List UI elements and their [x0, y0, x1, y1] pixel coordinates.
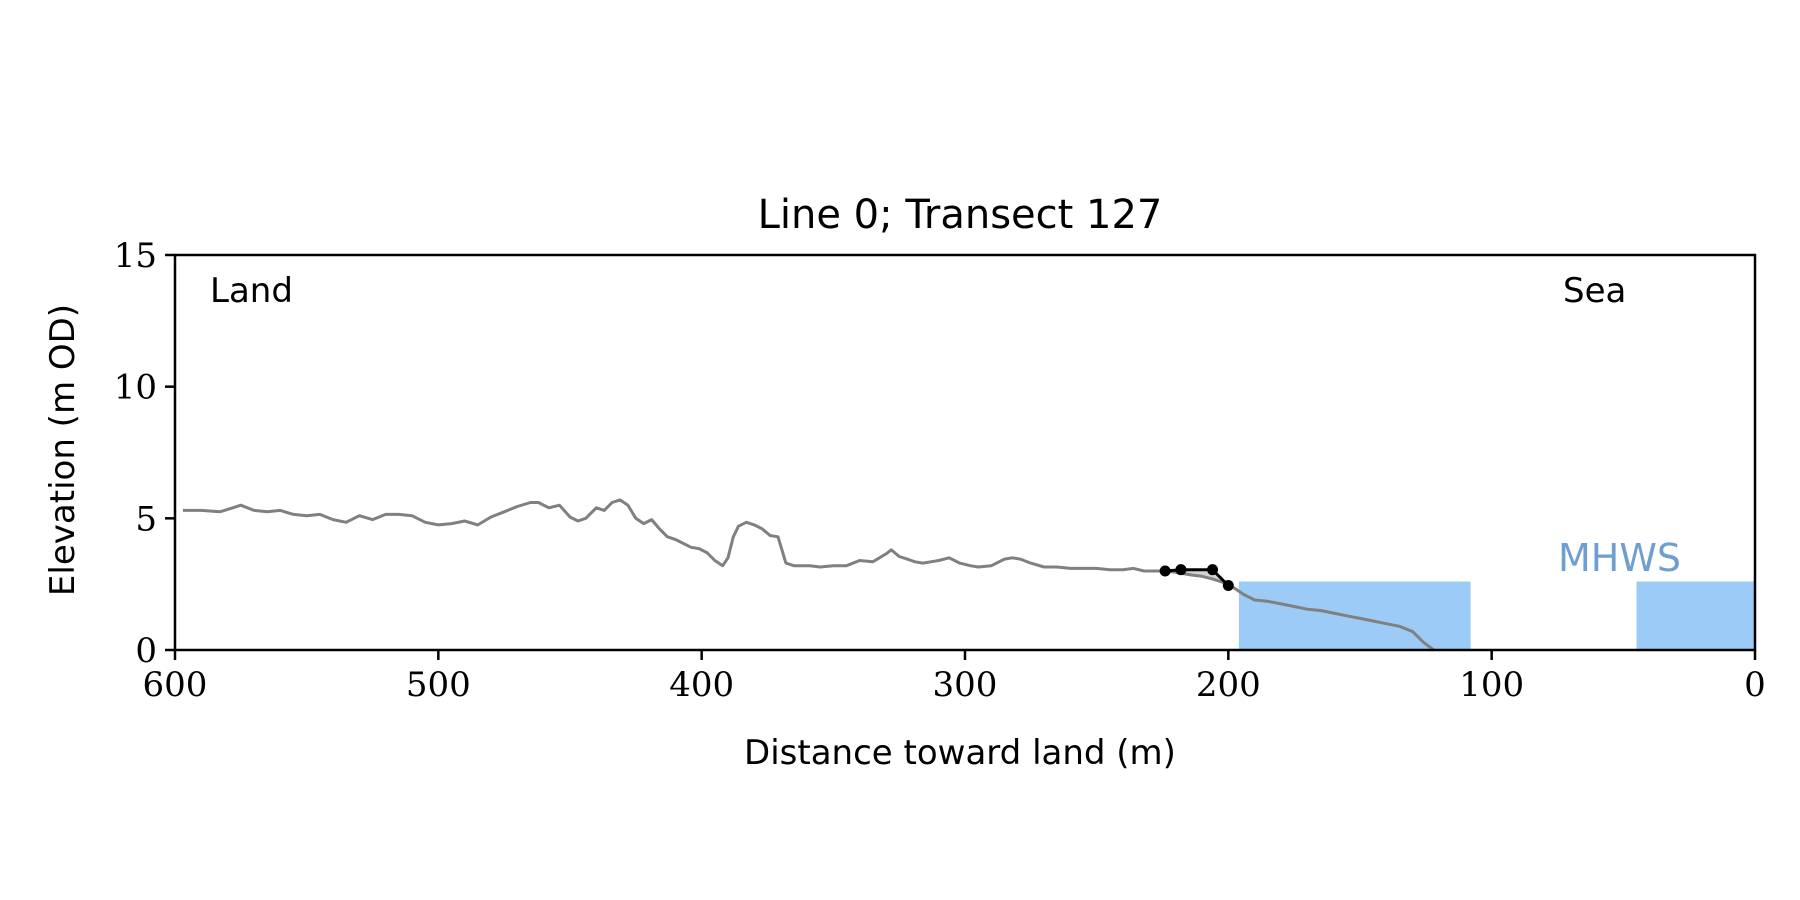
x-axis-label: Distance toward land (m): [744, 733, 1176, 773]
feature-point: [1222, 579, 1234, 591]
mhws-water-block-2: [1636, 581, 1755, 650]
chart-title: Line 0; Transect 127: [758, 192, 1163, 238]
mhws-label: MHWS: [1558, 536, 1681, 580]
x-tick-label: 400: [669, 665, 734, 705]
feature-point: [1159, 565, 1171, 577]
sea-label: Sea: [1563, 271, 1626, 311]
axes: 600 500 400 300 200 100 0 0 5 10 15: [114, 236, 1766, 705]
y-tick-label: 5: [135, 499, 157, 539]
plot-area: [175, 255, 1755, 650]
x-tick-label: 200: [1196, 665, 1261, 705]
x-tick-label: 300: [933, 665, 998, 705]
y-tick-label: 15: [114, 236, 157, 276]
profile-line: [182, 498, 1435, 652]
x-tick-label: 0: [1744, 665, 1766, 705]
land-label: Land: [210, 271, 293, 311]
feature-line: [1164, 568, 1230, 587]
feature-point: [1207, 564, 1219, 576]
profile-lines: [182, 498, 1435, 652]
x-tick-label: 100: [1459, 665, 1524, 705]
y-tick-label: 10: [114, 368, 157, 408]
feature-points: [1159, 564, 1234, 591]
y-axis-label: Elevation (m OD): [43, 304, 83, 596]
y-tick-label: 0: [135, 631, 157, 671]
plot-background: [175, 255, 1755, 650]
mhws-water-block-1: [1238, 581, 1471, 650]
feature-point: [1175, 564, 1187, 576]
x-tick-label: 500: [406, 665, 471, 705]
mhws-water-layer: [1238, 581, 1755, 650]
x-tick-label: 600: [143, 665, 208, 705]
